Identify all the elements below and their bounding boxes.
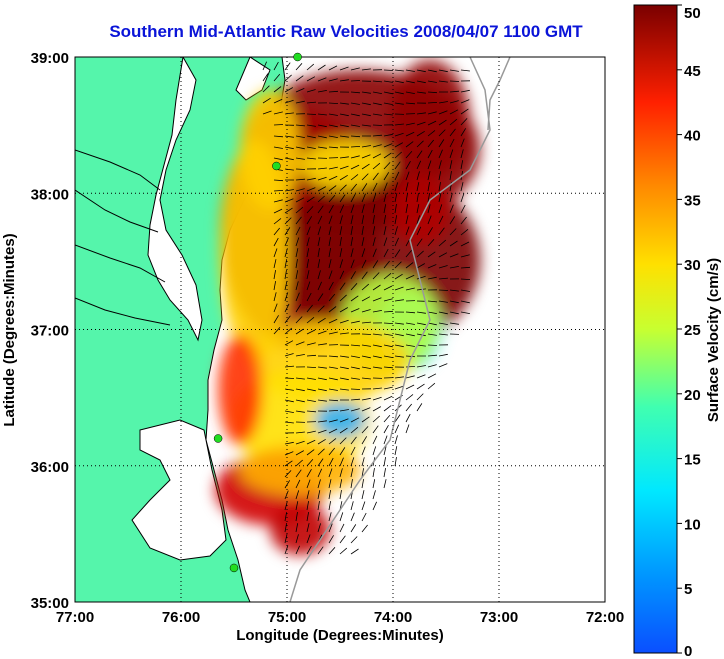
colorbar-tick-label: 10 — [684, 516, 701, 533]
x-tick-label: 72:00 — [586, 609, 624, 626]
y-tick-label: 36:00 — [31, 459, 69, 476]
colorbar-tick-label: 15 — [684, 452, 701, 469]
station-marker — [272, 161, 281, 171]
river-3 — [75, 244, 166, 283]
colorbar-label: Surface Velocity (cm/s) — [705, 258, 722, 422]
x-axis-label: Longitude (Degrees:Minutes) — [236, 627, 444, 644]
bathymetry-contour-1 — [289, 57, 491, 602]
chart-title: Southern Mid-Atlantic Raw Velocities 200… — [109, 22, 583, 41]
x-tick-label: 73:00 — [480, 609, 518, 626]
velocity-cell — [390, 175, 450, 245]
y-axis-label: Latitude (Degrees:Minutes) — [1, 233, 18, 426]
colorbar-tick-label: 50 — [684, 5, 701, 22]
colorbar-tick-label: 5 — [684, 581, 692, 598]
colorbar-tick-label: 20 — [684, 387, 701, 404]
velocity-cell — [230, 370, 370, 470]
colorbar-tick-label: 40 — [684, 128, 701, 145]
delaware-bay — [235, 57, 271, 101]
velocity-vectors — [262, 61, 471, 555]
y-tick-label: 38:00 — [31, 186, 69, 203]
y-tick-label: 37:00 — [31, 323, 69, 340]
river-1 — [75, 149, 161, 191]
river-2 — [75, 189, 159, 233]
station-marker — [229, 563, 239, 573]
grid-lines — [75, 57, 605, 602]
velocity-field — [215, 60, 480, 555]
y-tick-labels: 35:00 36:00 37:00 38:00 39:00 — [31, 50, 69, 612]
x-tick-labels: 77:00 76:00 75:00 74:00 73:00 72:00 — [56, 609, 624, 626]
x-tick-label: 74:00 — [374, 609, 412, 626]
chesapeake-bay — [147, 57, 203, 342]
station-marker — [213, 434, 223, 443]
velocity-cell — [390, 60, 470, 180]
velocity-cell — [218, 335, 262, 445]
y-tick-label: 35:00 — [31, 595, 69, 612]
x-tick-label: 77:00 — [56, 609, 94, 626]
axes-frame — [74, 56, 606, 603]
velocity-cell — [300, 140, 390, 190]
x-tick-label: 75:00 — [268, 609, 306, 626]
station-marker — [293, 52, 302, 62]
vector-arrows — [262, 61, 471, 555]
y-tick-label: 39:00 — [31, 50, 69, 67]
bathymetry-contour-2 — [487, 57, 511, 131]
colorbar-gradient — [633, 4, 678, 654]
colorbar-tick-label: 30 — [684, 257, 701, 274]
colorbar-tick-label: 35 — [684, 192, 701, 209]
colorbar-ticks: 0 5 10 15 20 25 30 35 40 45 50 — [677, 4, 701, 659]
colorbar-tick-label: 45 — [684, 63, 701, 80]
river-4 — [75, 297, 171, 326]
x-tick-label: 76:00 — [162, 609, 200, 626]
radar-stations — [213, 52, 302, 573]
colorbar-tick-label: 25 — [684, 322, 701, 339]
colorbar-tick-label: 0 — [684, 643, 692, 659]
sound-pamlico — [131, 419, 227, 561]
